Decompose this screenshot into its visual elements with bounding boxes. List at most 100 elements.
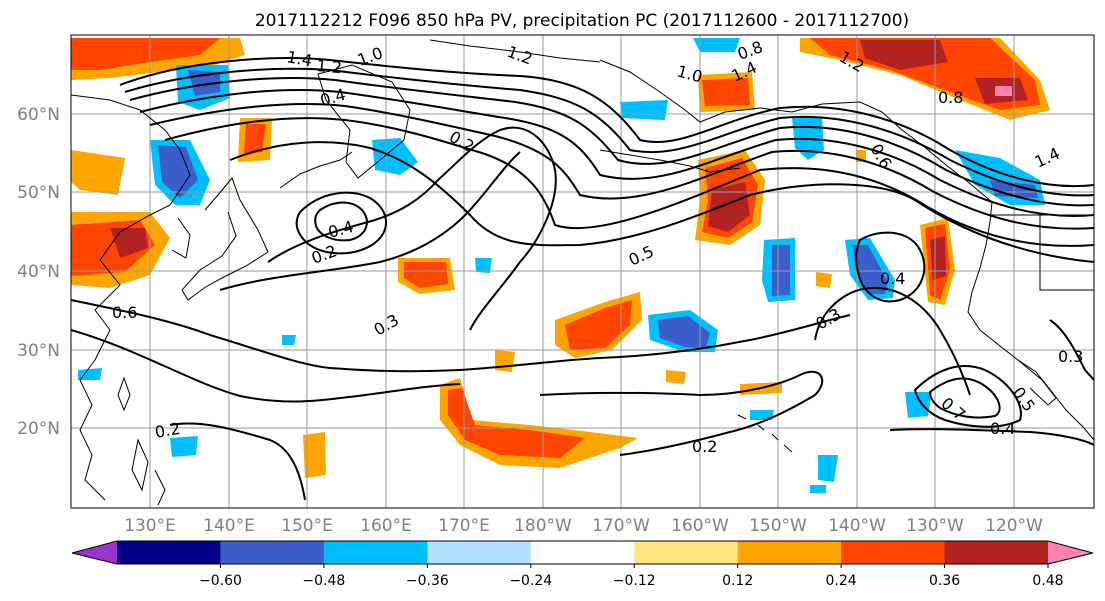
colorbar-segment <box>634 541 739 564</box>
precip-negative-area <box>658 316 710 348</box>
lat-label: 50°N <box>17 183 60 203</box>
precip-negative-area <box>905 392 932 418</box>
precip-positive-area <box>404 262 448 288</box>
lat-label: 30°N <box>17 341 60 361</box>
colorbar-tick-label: −0.60 <box>199 573 242 589</box>
lon-label: 150°E <box>281 516 333 536</box>
precip-positive-area <box>995 86 1012 96</box>
precip-positive-area <box>71 38 220 70</box>
coastline-hawaii <box>737 414 793 453</box>
pv-contour <box>149 103 1094 230</box>
colorbar-tick-label: −0.24 <box>509 573 552 589</box>
pv-contour <box>889 428 1094 446</box>
colorbar-segment <box>841 541 946 564</box>
map-title: 2017112212 F096 850 hPa PV, precipitatio… <box>255 11 909 31</box>
lon-label: 160°W <box>671 516 729 536</box>
pv-contour <box>139 89 1094 217</box>
pv-contour <box>229 141 1094 263</box>
colorbar-tick-label: 0.36 <box>929 573 960 589</box>
precip-positive-area <box>702 78 750 106</box>
precip-negative-area <box>693 38 740 52</box>
colorbar-segment <box>427 541 532 564</box>
colorbar-segment <box>220 541 325 564</box>
precip-negative-area <box>372 138 418 175</box>
coastline-kuril-islands <box>279 151 353 189</box>
contour-label: 0.3 <box>1058 347 1083 366</box>
colorbar-segment <box>323 541 428 564</box>
pv-contour <box>814 286 971 396</box>
colorbar-tick-label: 0.24 <box>826 573 857 589</box>
longitude-labels: 130°E 140°E 150°E 160°E 170°E 180°W 170°… <box>124 516 1043 536</box>
lat-label: 60°N <box>17 105 60 125</box>
lon-label: 140°W <box>828 516 886 536</box>
pv-contour <box>539 370 824 456</box>
coastline-alaska-west <box>599 59 761 123</box>
coastline-aleutians <box>599 149 741 173</box>
map-frame <box>70 34 1095 509</box>
precipitation-shading <box>71 38 1050 493</box>
contour-label: 0.4 <box>880 269 905 288</box>
lon-label: 140°E <box>203 516 255 536</box>
coastline-chukotka <box>429 39 601 63</box>
pv-contours <box>71 57 1094 501</box>
pv-contour <box>124 67 1094 197</box>
precip-positive-area <box>71 150 125 195</box>
precip-negative-area <box>620 100 668 120</box>
precip-negative-area <box>282 335 296 345</box>
coastline-baja <box>1017 359 1057 406</box>
pv-contour <box>928 377 1001 419</box>
contour-label: 0.8 <box>938 88 963 107</box>
pv-contour <box>1049 319 1094 381</box>
pv-contour <box>913 365 1022 428</box>
coastline-asia <box>71 94 191 501</box>
colorbar-ticks: −0.60 −0.48 −0.36 −0.24 −0.12 0.12 0.24 0.36 0.4… <box>199 564 1064 589</box>
colorbar-segment <box>944 541 1049 564</box>
lat-label: 20°N <box>17 419 60 439</box>
precip-positive-area <box>816 272 832 288</box>
lon-label: 180°W <box>514 516 572 536</box>
coastline-north-america <box>967 201 1094 441</box>
lon-label: 130°E <box>124 516 176 536</box>
coastline-taiwan <box>117 376 131 412</box>
lon-label: 150°W <box>749 516 807 536</box>
precip-positive-area <box>930 236 946 280</box>
precip-positive-area <box>666 370 686 384</box>
lon-label: 120°W <box>985 516 1043 536</box>
precip-positive-area <box>495 350 515 372</box>
contour-label: 1.4 <box>285 47 313 70</box>
pv-contour <box>119 57 1094 188</box>
coastline-japan <box>181 177 269 301</box>
colorbar-outline <box>71 540 1094 565</box>
colorbar-tick-label: −0.48 <box>302 573 345 589</box>
precip-positive-area <box>244 124 266 154</box>
precip-negative-area <box>810 485 826 493</box>
colorbar-tick-label: −0.12 <box>613 573 656 589</box>
coastline-philippines <box>131 438 166 506</box>
precip-negative-area <box>818 455 838 482</box>
lat-label: 40°N <box>17 262 60 282</box>
colorbar: −0.60 −0.48 −0.36 −0.24 −0.12 0.12 0.24 0.36 0.4… <box>71 540 1094 589</box>
pv-contour <box>219 151 521 291</box>
precip-negative-area <box>170 436 198 457</box>
colorbar-segment <box>737 541 842 564</box>
pv-contour <box>169 422 306 501</box>
precip-negative-area <box>475 258 492 273</box>
pv-contour <box>314 201 368 242</box>
pv-contour <box>71 329 461 403</box>
map-area: 1.4 1.2 1.0 1.2 0.4 0.2 0.4 0.2 0.3 0.2 … <box>71 35 1094 508</box>
latitude-labels: 60°N 50°N 40°N 30°N 20°N <box>17 105 60 439</box>
precip-positive-area <box>565 300 632 350</box>
contour-label: 0.4 <box>990 419 1015 438</box>
colorbar-lower-extension <box>72 541 117 564</box>
lon-label: 160°E <box>360 516 412 536</box>
pv-contour <box>267 126 557 331</box>
precip-negative-area <box>78 368 102 380</box>
colorbar-segment <box>530 541 635 564</box>
precip-positive-area <box>303 432 326 478</box>
precip-negative-area <box>158 145 198 198</box>
contour-label: 0.6 <box>112 303 137 322</box>
pv-contour <box>71 299 851 373</box>
lon-label: 170°E <box>438 516 490 536</box>
precip-positive-area <box>708 182 750 232</box>
